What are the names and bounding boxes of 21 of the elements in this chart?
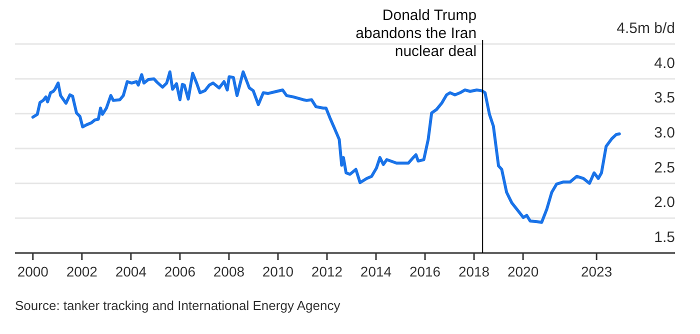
x-tick-label: 2000 [17,264,49,280]
y-tick-label: 3.0 [654,124,675,142]
x-tick-label: 2006 [164,264,196,280]
x-tick-label: 2002 [66,264,98,280]
x-tick-label: 2012 [311,264,343,280]
x-tick-label: 2016 [409,264,441,280]
y-tick-label: 4.5m b/d [616,20,675,37]
y-tick-label: 2.0 [654,194,675,212]
ref-line-label: Donald Trump abandons the Iran nuclear deal [356,7,477,60]
x-tick-label: 2018 [458,264,490,280]
y-tick-label: 3.5 [654,90,675,107]
x-tick-label: 2010 [262,264,294,280]
y-tick-label: 1.5 [654,228,675,246]
y-tick-label: 2.5 [654,159,675,176]
x-tick-label: 2008 [213,264,245,280]
y-tick-label: 4.0 [654,54,675,72]
x-tick-label: 2023 [580,264,612,280]
x-tick-label: 2014 [360,264,392,280]
source-note: Source: tanker tracking and International Energy Agency [15,298,341,313]
x-tick-label: 2004 [115,264,147,280]
x-tick-label: 2020 [507,264,539,280]
